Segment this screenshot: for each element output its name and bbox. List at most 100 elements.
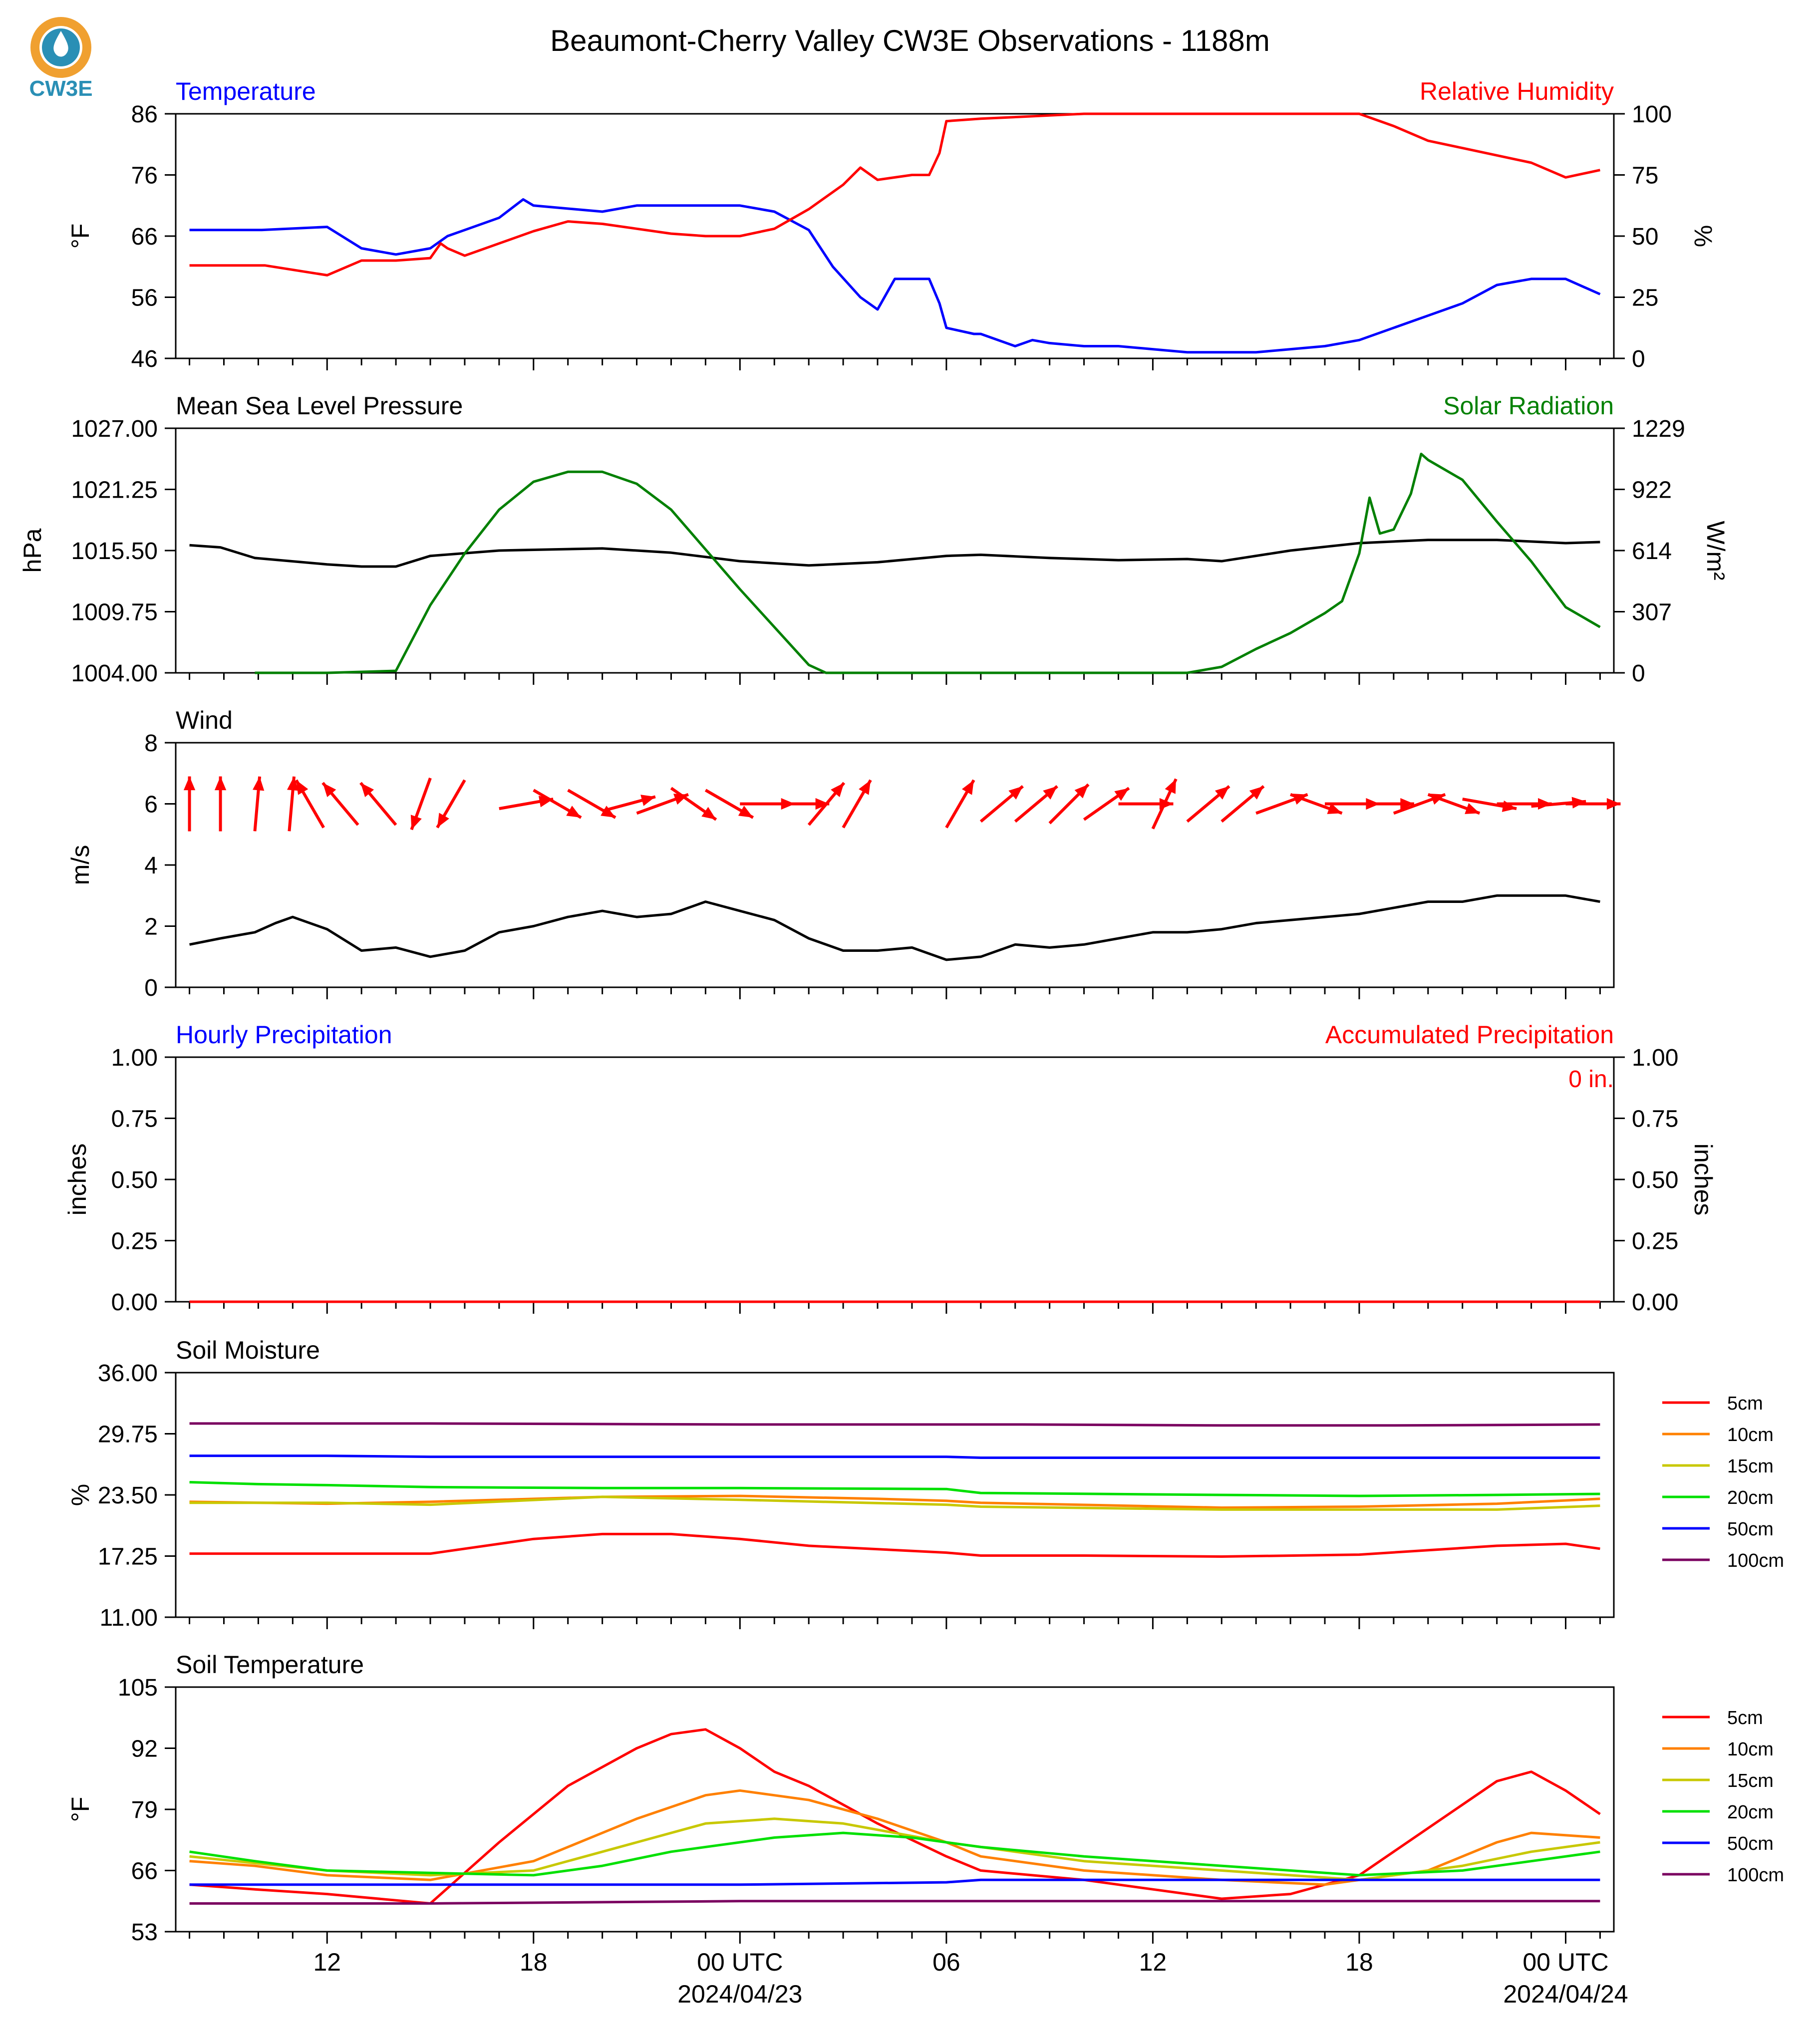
y-tick-label-right: 0.25 — [1632, 1228, 1678, 1255]
series-line-5cm — [189, 1728, 1601, 1905]
logo-text: CW3E — [29, 76, 92, 101]
y-tick-label-right: 1229 — [1632, 416, 1685, 442]
y-tick-label-left: 1.00 — [111, 1045, 158, 1071]
legend-label: 20cm — [1727, 1487, 1774, 1508]
y-axis-label-left: °F — [66, 224, 94, 249]
accumulated-total-label: 0 in. — [1568, 1066, 1614, 1093]
y-tick-label-left: 0 — [144, 975, 158, 1001]
y-tick-label-left: 0.25 — [111, 1228, 158, 1255]
legend-label: 15cm — [1727, 1456, 1774, 1477]
series-line-15cm — [189, 1495, 1600, 1511]
wind-arrow-head — [1043, 786, 1057, 800]
panel-title-right: Accumulated Precipitation — [1325, 1021, 1614, 1049]
series-line-50cm — [189, 1454, 1600, 1459]
series-line-20cm — [189, 1481, 1600, 1497]
panel-title-left: Mean Sea Level Pressure — [176, 392, 463, 420]
wind-arrow-head — [287, 776, 299, 791]
y-tick-label-left: 11.00 — [99, 1605, 158, 1631]
y-tick-label-right: 0.50 — [1632, 1167, 1678, 1193]
y-tick-label-right: 0 — [1632, 346, 1645, 372]
y-tick-label-right: 0.75 — [1632, 1106, 1678, 1133]
figure-title: Beaumont-Cherry Valley CW3E Observations… — [550, 24, 1270, 57]
x-tick-label: 18 — [1345, 1948, 1373, 1976]
wind-arrow-head — [1214, 786, 1229, 800]
y-tick-label-left: 0.75 — [111, 1106, 158, 1133]
x-tick-label: 00 UTC — [1522, 1948, 1608, 1976]
x-tick-date-label: 2024/04/24 — [1503, 1980, 1628, 2008]
y-tick-label-left: 0.50 — [111, 1167, 158, 1193]
wind-arrow-head — [1165, 779, 1176, 794]
wind-arrow-head — [296, 780, 308, 795]
series-line-relative-humidity — [189, 112, 1600, 277]
wind-arrow-head — [601, 806, 615, 818]
y-tick-label-left: 36.00 — [98, 1360, 158, 1387]
y-tick-label-left: 17.25 — [98, 1544, 158, 1570]
y-tick-label-left: 46 — [131, 346, 158, 372]
y-tick-label-right: 50 — [1632, 224, 1658, 250]
y-tick-label-right: 0.00 — [1632, 1289, 1678, 1316]
y-axis-label-left: m/s — [66, 845, 94, 885]
y-tick-label-left: 1027.00 — [71, 416, 158, 442]
panel-title-left: Soil Moisture — [176, 1336, 320, 1364]
y-tick-label-left: 2 — [144, 914, 158, 940]
y-tick-label-left: 29.75 — [98, 1422, 158, 1448]
y-tick-label-left: 66 — [131, 224, 158, 250]
y-tick-label-left: 105 — [118, 1675, 158, 1701]
legend-label: 5cm — [1727, 1393, 1763, 1414]
y-axis-label-left: % — [66, 1484, 94, 1506]
wind-arrow-head — [214, 776, 227, 791]
x-axis: 12 18 00 UTC 2024/04/23 06 12 18 00 UTC 2024/04/… — [313, 1948, 1628, 2008]
y-tick-label-right: 75 — [1632, 163, 1658, 189]
wind-arrow-head — [437, 813, 449, 828]
series-line-temperature — [189, 198, 1601, 354]
series-line-50cm — [189, 1878, 1600, 1886]
y-tick-label-right: 307 — [1632, 599, 1672, 626]
wind-arrow-head — [1114, 788, 1129, 801]
y-axis-label-left: °F — [66, 1797, 94, 1822]
y-tick-label-left: 1015.50 — [71, 538, 158, 565]
panel-temperature: Temperature Relative Humidity 46 56 66 76 86 °F… — [66, 77, 1717, 372]
wind-arrow-head — [1400, 798, 1414, 810]
wind-arrow-head — [322, 783, 336, 798]
y-tick-label-left: 56 — [131, 285, 158, 311]
panel-precip: Hourly Precipitation Accumulated Precipit… — [63, 1021, 1717, 1316]
cw3e-logo: CW3E — [29, 17, 93, 101]
wind-arrow-head — [738, 806, 753, 818]
y-tick-label-right: 25 — [1632, 285, 1658, 311]
y-tick-label-left: 1021.25 — [71, 477, 158, 504]
y-axis-label-left: hPa — [18, 528, 46, 573]
wind-arrow-head — [410, 815, 422, 830]
panel-pressure: Mean Sea Level Pressure Solar Radiation 10… — [18, 392, 1730, 687]
series-line-mean-sea-level-pressure — [189, 539, 1600, 568]
wind-arrow-head — [1327, 803, 1342, 814]
wind-arrow-head — [815, 798, 830, 810]
y-tick-label-right: 0 — [1632, 660, 1645, 687]
panel-frame — [175, 742, 1615, 988]
y-tick-label-right: 1.00 — [1632, 1045, 1678, 1071]
legend-label: 15cm — [1727, 1770, 1774, 1791]
legend-label: 5cm — [1727, 1708, 1763, 1729]
x-tick-date-label: 2024/04/23 — [677, 1980, 802, 2008]
legend-label: 10cm — [1727, 1739, 1774, 1760]
panel-title-left: Temperature — [176, 77, 316, 105]
panel-frame — [175, 113, 1615, 359]
series-line-5cm — [189, 1532, 1600, 1558]
wind-arrow-head — [1249, 786, 1264, 800]
panel-frame — [175, 1686, 1615, 1933]
logo-ring — [30, 17, 91, 78]
y-tick-label-right: 100 — [1632, 101, 1672, 128]
panel-title-left: Hourly Precipitation — [176, 1021, 392, 1049]
wind-arrow-head — [1465, 803, 1480, 814]
y-tick-label-left: 23.50 — [98, 1482, 158, 1509]
y-tick-label-left: 4 — [144, 853, 158, 879]
wind-arrow-head — [183, 776, 196, 791]
wind-arrow-head — [1008, 786, 1023, 800]
y-tick-label-left: 6 — [144, 792, 158, 818]
series-line-15cm — [189, 1817, 1600, 1881]
wind-arrow-head — [253, 776, 265, 791]
y-tick-label-left: 79 — [131, 1797, 158, 1823]
panels: Temperature Relative Humidity4656667686°F… — [18, 77, 1784, 1946]
y-axis-label-right: % — [1689, 225, 1717, 247]
y-axis-label-right: inches — [1689, 1144, 1717, 1216]
y-axis-label-right: W/m² — [1702, 521, 1730, 580]
